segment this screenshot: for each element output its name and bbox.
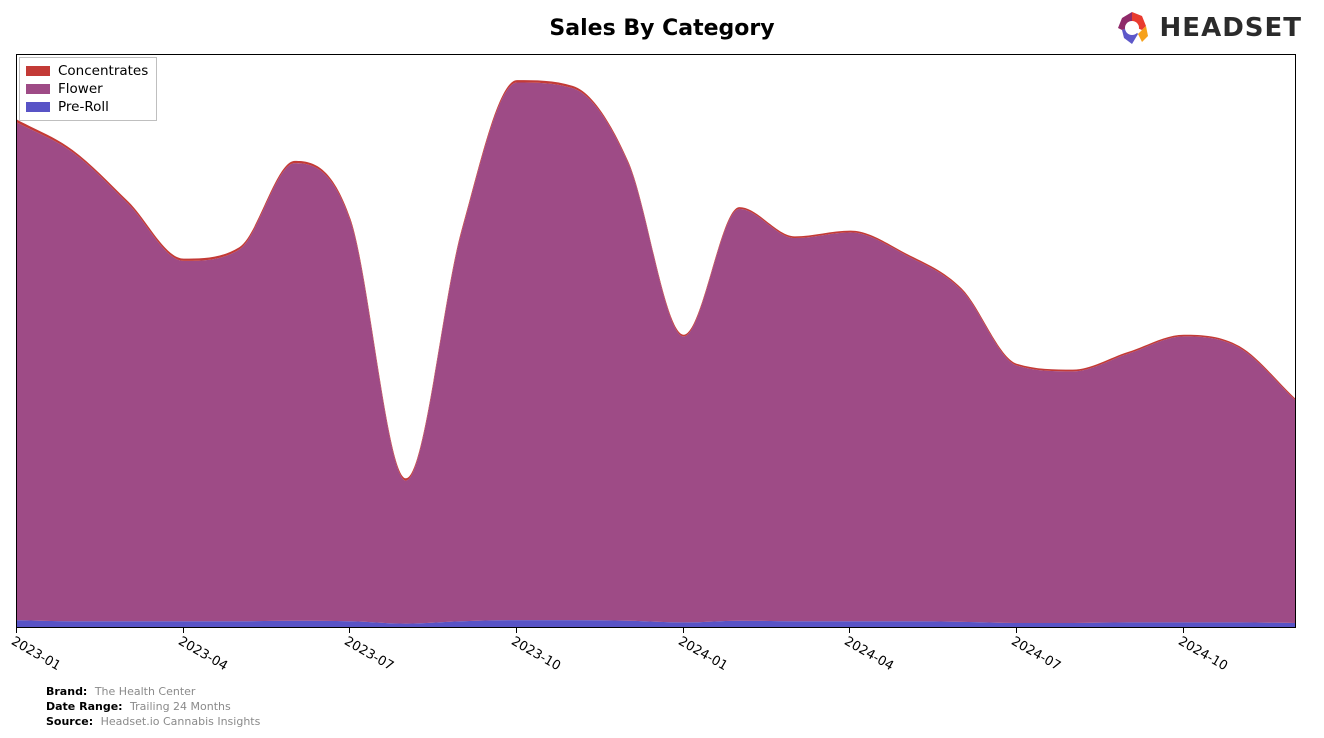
footer-row: Date Range: Trailing 24 Months	[46, 699, 260, 714]
footer-row: Source: Headset.io Cannabis Insights	[46, 714, 260, 729]
legend-item: Flower	[26, 80, 148, 98]
plot-area	[16, 54, 1296, 628]
legend: ConcentratesFlowerPre-Roll	[19, 57, 157, 121]
x-tick-label: 2023-07	[342, 634, 397, 674]
x-tick-label: 2023-01	[9, 634, 64, 674]
x-tick-mark	[1183, 628, 1184, 633]
footer-key: Date Range:	[46, 700, 123, 713]
chart-container: Sales By Category HEADSET ConcentratesFl…	[0, 0, 1324, 738]
x-tick-mark	[683, 628, 684, 633]
legend-label: Concentrates	[58, 62, 148, 80]
x-tick-label: 2024-04	[842, 634, 897, 674]
footer-value: The Health Center	[91, 685, 195, 698]
footer-value: Trailing 24 Months	[127, 700, 231, 713]
x-tick-label: 2024-07	[1009, 634, 1064, 674]
legend-swatch	[26, 66, 50, 76]
x-tick-label: 2024-10	[1175, 634, 1230, 674]
legend-swatch	[26, 102, 50, 112]
area-chart-svg	[17, 55, 1295, 627]
x-tick-mark	[349, 628, 350, 633]
x-tick-label: 2023-10	[509, 634, 564, 674]
legend-label: Pre-Roll	[58, 98, 109, 116]
x-tick-mark	[16, 628, 17, 633]
x-tick-label: 2024-01	[675, 634, 730, 674]
x-tick-mark	[516, 628, 517, 633]
chart-footer: Brand: The Health CenterDate Range: Trai…	[46, 684, 260, 729]
footer-row: Brand: The Health Center	[46, 684, 260, 699]
legend-item: Pre-Roll	[26, 98, 148, 116]
x-tick-mark	[183, 628, 184, 633]
legend-item: Concentrates	[26, 62, 148, 80]
area-series-flower	[17, 82, 1295, 623]
legend-label: Flower	[58, 80, 103, 98]
headset-logo-text: HEADSET	[1160, 13, 1302, 43]
x-tick-mark	[1016, 628, 1017, 633]
footer-key: Source:	[46, 715, 93, 728]
footer-key: Brand:	[46, 685, 87, 698]
headset-logo-mark	[1112, 8, 1152, 48]
x-tick-label: 2023-04	[175, 634, 230, 674]
headset-logo: HEADSET	[1112, 6, 1302, 50]
x-tick-mark	[849, 628, 850, 633]
footer-value: Headset.io Cannabis Insights	[97, 715, 260, 728]
x-axis: 2023-012023-042023-072023-102024-012024-…	[16, 628, 1296, 688]
legend-swatch	[26, 84, 50, 94]
